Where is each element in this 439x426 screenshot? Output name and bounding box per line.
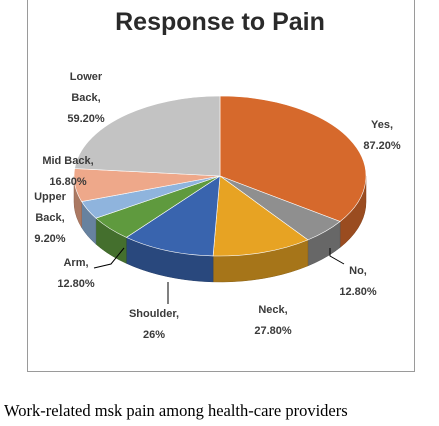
figure-caption: Work-related msk pain among health-care … xyxy=(4,401,348,420)
slice-lower-back xyxy=(74,95,221,177)
chart-title: Response to Pain xyxy=(115,8,325,36)
data-label-neck: Neck, 27.80% xyxy=(254,304,292,337)
data-label-yes: Yes, 87.20% xyxy=(363,119,401,152)
slice-neck xyxy=(212,175,309,257)
leader-lines xyxy=(93,247,345,304)
data-labels: Yes, 87.20% No, 12.80% Neck, 27.80% Shoulder, 2… xyxy=(34,71,401,341)
data-label-mid-back: Mid Back, 16.80% xyxy=(42,155,93,188)
data-label-upper-back: Upper Back, 9.20% xyxy=(34,191,67,245)
data-label-shoulder: Shoulder, 26% xyxy=(129,308,179,341)
data-label-no: No, 12.80% xyxy=(339,265,377,298)
pie-chart: Response to Pain Yes, 87.20% No, 12.80% Neck… xyxy=(34,8,401,341)
data-label-arm: Arm, 12.80% xyxy=(57,257,95,290)
slice-shoulder xyxy=(125,175,221,257)
chart-frame: Response to Pain Yes, 87.20% No, 12.80% Neck… xyxy=(27,0,415,372)
slice-yes xyxy=(219,95,367,222)
leader-line-arm xyxy=(93,247,125,269)
leader-line-no xyxy=(329,248,345,265)
data-label-lower-back: Lower Back, 59.20% xyxy=(67,71,105,125)
pie-slices xyxy=(73,95,367,257)
